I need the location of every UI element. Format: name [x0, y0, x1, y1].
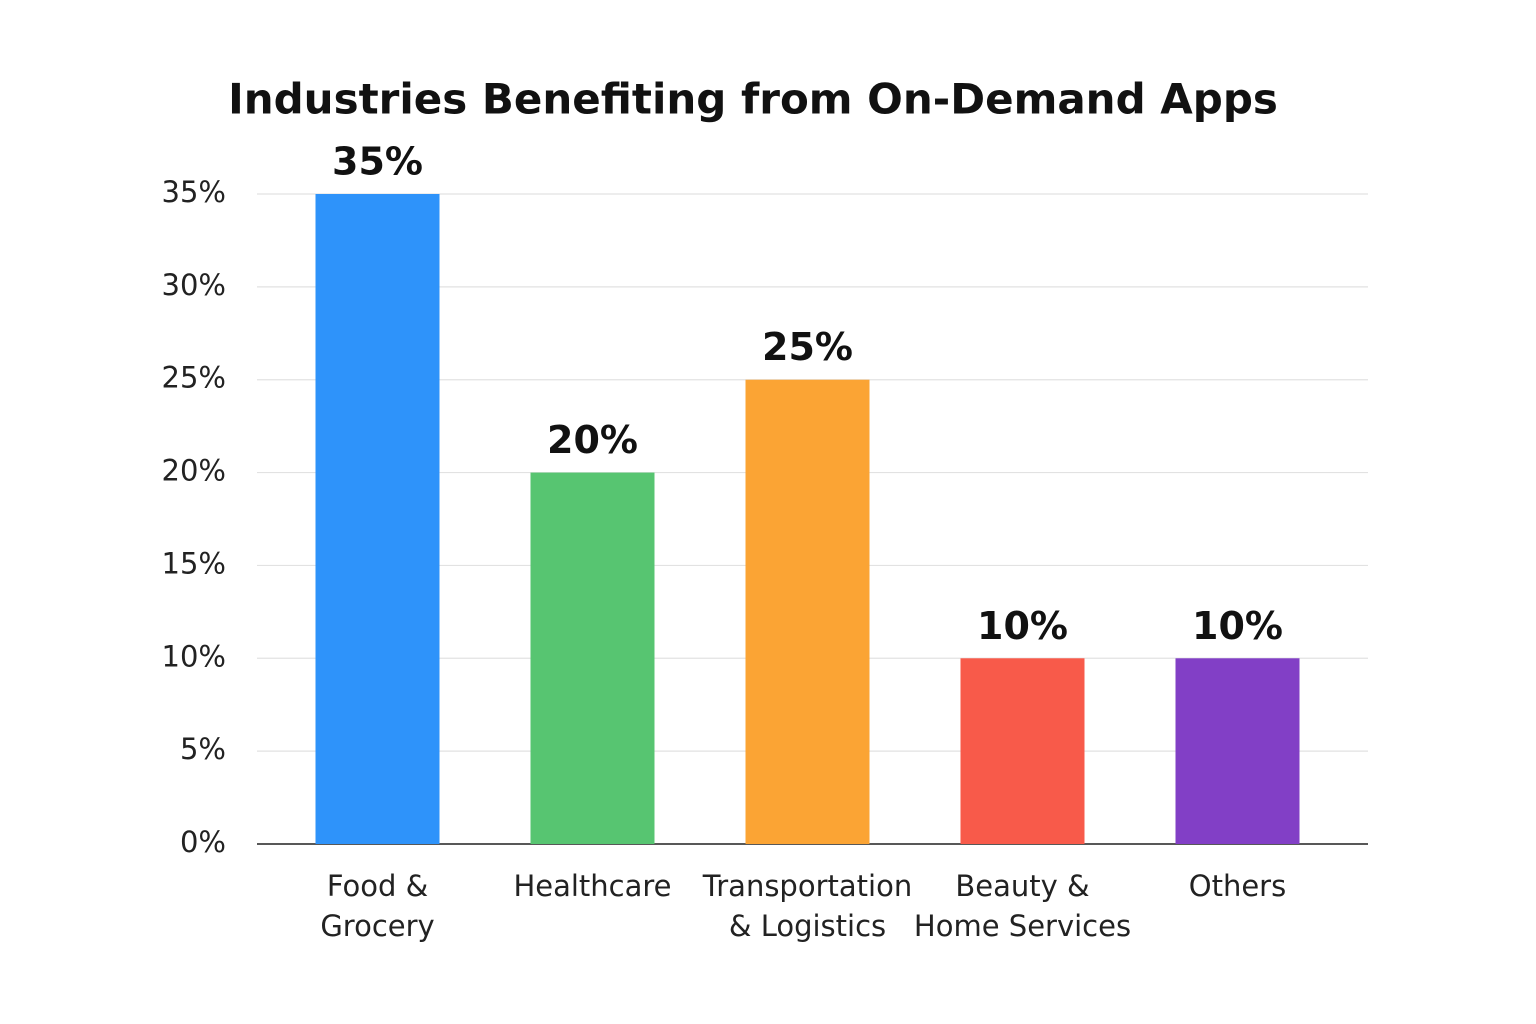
value-label: 10%	[1192, 604, 1283, 648]
value-label: 35%	[332, 140, 423, 184]
y-tick-label: 0%	[180, 825, 226, 859]
y-tick-label: 25%	[162, 361, 226, 395]
x-tick-label: Beauty & Home Services	[914, 869, 1131, 943]
y-tick-label: 5%	[180, 732, 226, 766]
bar	[530, 472, 655, 844]
y-tick-label: 15%	[162, 546, 226, 580]
chart-title: Industries Benefiting from On-Demand App…	[228, 75, 1278, 124]
bar	[315, 194, 440, 844]
y-tick-label: 10%	[162, 639, 226, 673]
y-tick-label: 35%	[162, 175, 226, 209]
y-tick-label: 20%	[162, 454, 226, 488]
x-tick-label: Healthcare	[513, 869, 671, 903]
y-tick-label: 30%	[162, 268, 226, 302]
value-label: 10%	[977, 604, 1068, 648]
value-label: 25%	[762, 325, 853, 369]
x-tick-label: Transportation & Logistics	[702, 869, 912, 943]
x-tick-label: Food & Grocery	[320, 869, 434, 943]
value-label: 20%	[547, 418, 638, 462]
bar	[745, 379, 870, 844]
bar	[1175, 658, 1300, 844]
x-tick-label: Others	[1189, 869, 1286, 903]
bar	[960, 658, 1085, 844]
